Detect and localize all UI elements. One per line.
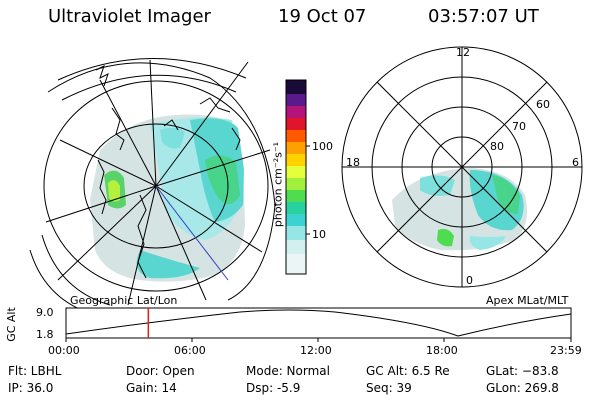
altitude-timeline bbox=[65, 307, 572, 342]
instrument-title: Ultraviolet Imager bbox=[48, 6, 211, 27]
polar-hour-12: 12 bbox=[456, 46, 470, 59]
right-projection-label: Apex MLat/MLT bbox=[486, 294, 569, 307]
altitude-ylabel: GC Alt bbox=[4, 307, 18, 342]
colorbar-tick-10: 10 bbox=[312, 228, 326, 241]
status-glon: GLon: 269.8 bbox=[486, 381, 559, 395]
polar-hour-18: 18 bbox=[346, 156, 360, 169]
status-gc-alt: GC Alt: 6.5 Re bbox=[366, 364, 450, 378]
left-aurora-image bbox=[90, 114, 245, 282]
status-mode: Mode: Normal bbox=[246, 364, 330, 378]
altitude-ytick-min: 1.8 bbox=[36, 328, 54, 341]
colorbar-tick-100: 100 bbox=[312, 140, 333, 153]
altitude-xtick-0: 00:00 bbox=[48, 344, 80, 357]
status-gain: Gain: 14 bbox=[126, 381, 177, 395]
time-label: 03:57:07 UT bbox=[428, 6, 539, 27]
altitude-xtick-2: 12:00 bbox=[300, 344, 332, 357]
right-aurora-image bbox=[392, 168, 528, 251]
date-label: 19 Oct 07 bbox=[278, 6, 367, 27]
geographic-map bbox=[29, 58, 276, 316]
status-ip: IP: 36.0 bbox=[8, 381, 54, 395]
status-dsp: Dsp: -5.9 bbox=[246, 381, 301, 395]
altitude-ytick-max: 9.0 bbox=[36, 306, 54, 319]
polar-hour-0: 0 bbox=[466, 274, 473, 287]
color-scale-bar bbox=[285, 79, 310, 275]
left-projection-label: Geographic Lat/Lon bbox=[70, 294, 178, 307]
status-filter: Flt: LBHL bbox=[8, 364, 62, 378]
polar-lat-60: 60 bbox=[536, 98, 550, 111]
altitude-xtick-3: 18:00 bbox=[426, 344, 458, 357]
status-door: Door: Open bbox=[126, 364, 195, 378]
polar-map bbox=[341, 46, 583, 288]
polar-hour-6: 6 bbox=[572, 156, 579, 169]
altitude-xtick-4: 23:59 bbox=[550, 344, 582, 357]
polar-lat-80: 80 bbox=[490, 140, 504, 153]
altitude-xtick-1: 06:00 bbox=[174, 344, 206, 357]
polar-lat-70: 70 bbox=[512, 120, 526, 133]
status-glat: GLat: −83.8 bbox=[486, 364, 559, 378]
status-seq: Seq: 39 bbox=[366, 381, 412, 395]
colorbar-unit-label: photon cm⁻²s⁻¹ bbox=[271, 141, 285, 228]
